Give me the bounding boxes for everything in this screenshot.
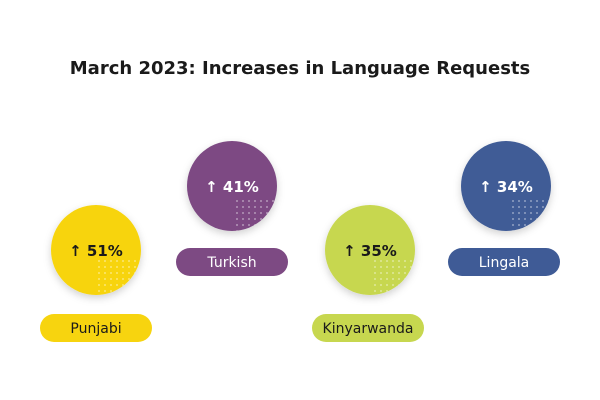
value-label-lingala: ↑ 34% [479, 178, 533, 196]
label-pill-lingala [448, 248, 560, 276]
bubble-group-lingala: ↑ 34% Lingala [448, 141, 560, 276]
chart-title: March 2023: Increases in Language Reques… [69, 58, 531, 79]
bubble-dot-texture [372, 260, 415, 295]
bubble-group-kinyarwanda: ↑ 35% Kinyarwanda [312, 205, 424, 342]
bubble-dot-texture [98, 260, 141, 295]
value-label-kinyarwanda: ↑ 35% [343, 242, 397, 260]
value-label-turkish: ↑ 41% [205, 178, 259, 196]
label-pill-punjabi [40, 314, 152, 342]
language-label-lingala: Lingala [479, 255, 530, 271]
label-pill-kinyarwanda [312, 314, 424, 342]
value-label-punjabi: ↑ 51% [69, 242, 123, 260]
language-label-punjabi: Punjabi [70, 321, 121, 337]
bubble-group-turkish: ↑ 41% Turkish [176, 141, 288, 276]
label-pill-turkish [176, 248, 288, 276]
bubble-group-punjabi: ↑ 51% Punjabi [40, 205, 152, 342]
bubble-dot-texture [508, 196, 551, 231]
bubble-dot-texture [234, 196, 277, 231]
language-label-turkish: Turkish [206, 255, 256, 271]
language-label-kinyarwanda: Kinyarwanda [323, 321, 414, 337]
